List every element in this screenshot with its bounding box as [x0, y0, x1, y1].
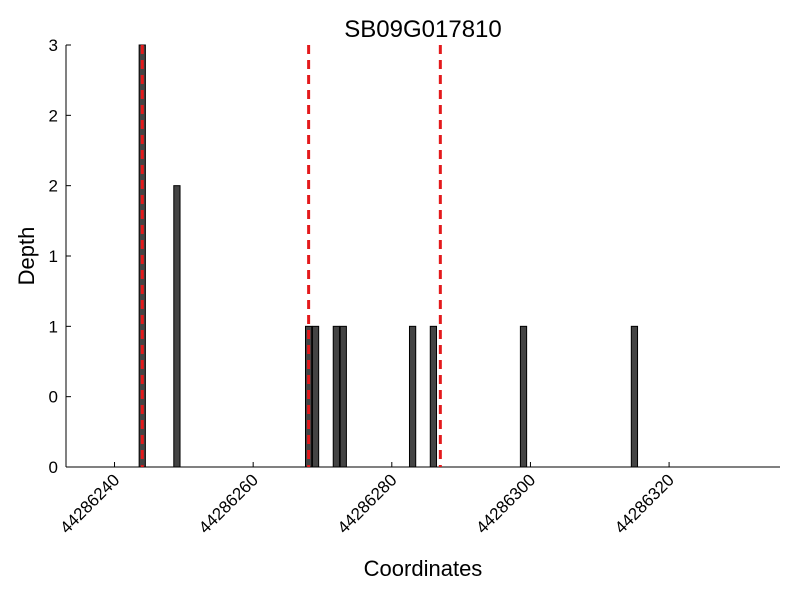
bar-3 — [311, 325, 320, 468]
bar-7 — [429, 325, 438, 468]
y-tick-label-6: 3 — [49, 36, 58, 55]
label-group: SB09G017810 Coordinates Depth — [14, 16, 502, 581]
y-tick-label-5: 2 — [49, 106, 58, 125]
bar-group — [138, 44, 639, 468]
y-tick-label-0: 0 — [49, 458, 58, 477]
x-axis-label: Coordinates — [364, 556, 483, 581]
y-tick-label-2: 1 — [49, 317, 58, 336]
x-tick-label-0: 44286240 — [56, 470, 123, 537]
x-tick-label-1: 44286260 — [195, 470, 262, 537]
x-tick-label-2: 44286280 — [334, 470, 401, 537]
y-tick-label-1: 0 — [49, 388, 58, 407]
bar-1 — [173, 185, 181, 468]
x-tick-label-4: 44286320 — [611, 470, 678, 537]
bar-9 — [630, 325, 639, 468]
bar-8 — [519, 325, 528, 468]
marker-group — [140, 45, 442, 467]
bar-5 — [339, 325, 347, 468]
x-tick-label-3: 44286300 — [472, 470, 539, 537]
y-tick-label-3: 1 — [49, 247, 58, 266]
bar-4 — [332, 325, 340, 468]
chart-title: SB09G017810 — [344, 16, 501, 43]
y-axis-label: Depth — [14, 227, 39, 286]
y-tick-label-4: 2 — [49, 177, 58, 196]
bar-6 — [408, 325, 417, 468]
